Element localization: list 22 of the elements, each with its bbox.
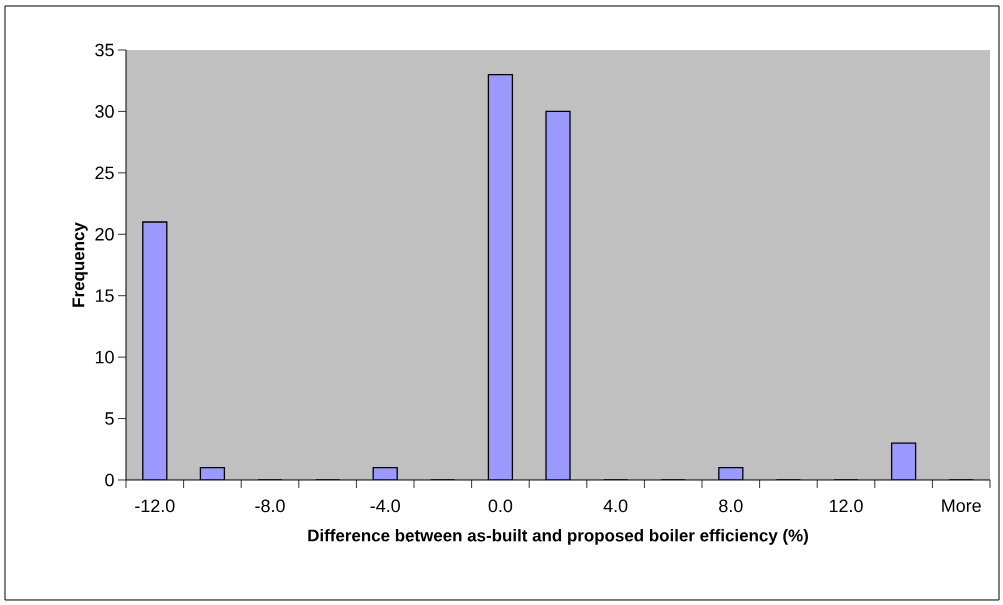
y-tick-label: 10: [95, 350, 114, 364]
bar: [545, 110, 571, 480]
y-tick-label: 25: [95, 166, 114, 180]
x-axis-title: Difference between as-built and proposed boiler efficiency (%): [308, 529, 808, 545]
x-tick-label: 4.0: [603, 499, 628, 513]
y-tick-label: 15: [95, 289, 114, 302]
x-tick-label: More: [942, 499, 981, 513]
y-tick-label: 5: [105, 412, 114, 425]
x-tick-label: 0.0: [488, 499, 513, 513]
x-tick-label: -12.0: [135, 499, 175, 513]
y-tick-label: 0: [105, 473, 114, 487]
y-tick-label: 20: [95, 227, 114, 241]
y-tick-label: 30: [95, 105, 114, 118]
bar: [890, 442, 917, 480]
y-axis-title: Frequency: [72, 222, 88, 307]
bar: [142, 221, 168, 480]
x-tick-label: 12.0: [829, 499, 863, 513]
x-tick-label: 8.0: [719, 499, 743, 513]
x-tick-label: -4.0: [370, 499, 400, 513]
bar: [487, 73, 514, 480]
y-tick-label: 35: [95, 43, 114, 57]
x-tick-label: -8.0: [255, 499, 285, 513]
